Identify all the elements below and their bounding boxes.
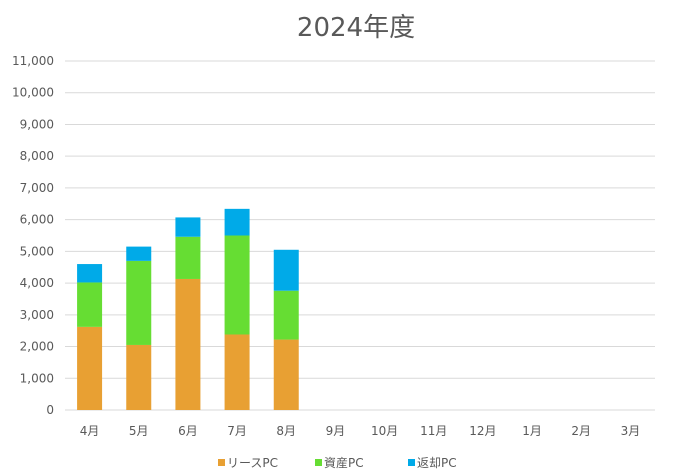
legend-swatch bbox=[315, 459, 322, 466]
y-tick-label: 9,000 bbox=[20, 117, 54, 131]
y-tick-label: 0 bbox=[46, 403, 54, 417]
x-axis-ticks: 4月 5月 6月 7月 8月 9月 10月 11月 12月 1月 2月 3月 bbox=[80, 424, 640, 438]
y-tick-label: 2,000 bbox=[20, 340, 54, 354]
bar-segment bbox=[126, 344, 152, 410]
legend-label: リースPC bbox=[227, 456, 278, 470]
bar-segment bbox=[224, 208, 250, 236]
legend-label: 返却PC bbox=[417, 456, 457, 470]
y-axis-ticks: 0 1,000 2,000 3,000 4,000 5,000 6,000 7,000 8,00… bbox=[12, 54, 54, 417]
legend-swatch bbox=[408, 459, 415, 466]
y-tick-label: 1,000 bbox=[20, 371, 54, 385]
x-tick-label: 5月 bbox=[129, 424, 149, 438]
y-tick-label: 11,000 bbox=[12, 54, 54, 68]
y-tick-label: 6,000 bbox=[20, 213, 54, 227]
bar-segment bbox=[273, 290, 299, 340]
bar-segment bbox=[175, 278, 201, 410]
x-tick-label: 6月 bbox=[178, 424, 198, 438]
bar-segment bbox=[175, 236, 201, 279]
y-tick-label: 10,000 bbox=[12, 86, 54, 100]
bars bbox=[77, 208, 299, 410]
bar-segment bbox=[77, 282, 103, 327]
legend-swatch bbox=[218, 459, 225, 466]
legend-label: 資産PC bbox=[324, 455, 364, 470]
x-tick-label: 7月 bbox=[227, 424, 247, 438]
x-tick-label: 3月 bbox=[621, 424, 641, 438]
x-tick-label: 11月 bbox=[420, 424, 447, 438]
bar-segment bbox=[77, 264, 103, 283]
bar-segment bbox=[77, 326, 103, 410]
x-tick-label: 9月 bbox=[326, 424, 346, 438]
y-tick-label: 3,000 bbox=[20, 308, 54, 322]
x-tick-label: 10月 bbox=[371, 424, 398, 438]
legend: リースPC 資産PC 返却PC bbox=[218, 455, 457, 470]
x-tick-label: 12月 bbox=[469, 424, 496, 438]
chart-title: 2024年度 bbox=[297, 13, 415, 43]
x-tick-label: 2月 bbox=[571, 424, 591, 438]
y-tick-label: 7,000 bbox=[20, 181, 54, 195]
bar-segment bbox=[273, 249, 299, 291]
y-tick-label: 8,000 bbox=[20, 149, 54, 163]
bar-segment bbox=[273, 339, 299, 410]
bar-segment bbox=[224, 334, 250, 410]
y-tick-label: 5,000 bbox=[20, 244, 54, 258]
y-tick-label: 4,000 bbox=[20, 276, 54, 290]
gridlines bbox=[65, 60, 655, 411]
bar-segment bbox=[126, 246, 152, 261]
bar-segment bbox=[126, 260, 152, 345]
bar-segment bbox=[175, 217, 201, 237]
x-tick-label: 4月 bbox=[80, 424, 100, 438]
bar-segment bbox=[224, 235, 250, 335]
x-tick-label: 8月 bbox=[276, 424, 296, 438]
x-tick-label: 1月 bbox=[522, 424, 542, 438]
